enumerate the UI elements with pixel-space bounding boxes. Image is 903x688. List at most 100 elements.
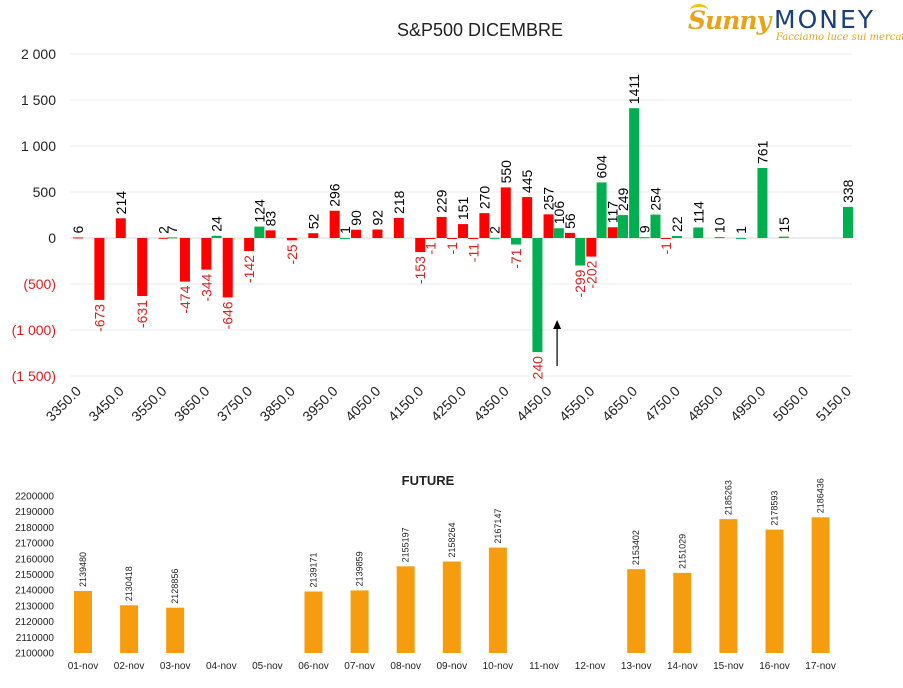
x-tick-label: 3550.0 [128, 383, 170, 425]
data-label: 2153402 [631, 530, 641, 565]
data-label: 270 [476, 186, 492, 210]
logo-brand-sunny: Sunny [688, 6, 771, 35]
future-bar [811, 517, 830, 653]
x-tick-label: 3950.0 [299, 383, 341, 425]
data-bar [543, 214, 554, 238]
chart-title: FUTURE [402, 473, 455, 488]
data-label: -25 [284, 244, 300, 264]
data-label: -631 [134, 300, 150, 328]
y-tick-label: 1 000 [21, 138, 56, 154]
data-label: 117 [605, 201, 621, 224]
data-label: 2139859 [355, 551, 365, 586]
y-tick-label: 2130000 [15, 601, 54, 612]
data-bar [201, 238, 212, 270]
data-label: 2130418 [124, 566, 134, 601]
data-label: 2128856 [170, 569, 180, 604]
data-label: 7 [164, 225, 180, 233]
x-tick-label: 17-nov [805, 661, 836, 672]
x-tick-label: 4550.0 [556, 383, 598, 425]
y-tick-label: (500) [23, 276, 56, 292]
future-bar [442, 561, 461, 653]
y-tick-label: 2100000 [15, 649, 54, 660]
x-tick-label: 4450.0 [513, 383, 555, 425]
x-tick-label: 09-nov [437, 661, 468, 672]
x-tick-label: 4950.0 [727, 383, 769, 425]
sunny-money-logo: Sunny MONEY Facciamo luce sui mercati [688, 4, 903, 44]
y-tick-label: 2190000 [15, 507, 54, 518]
y-tick-label: 2170000 [15, 539, 54, 550]
data-bar [339, 237, 350, 239]
x-tick-label: 13-nov [621, 661, 652, 672]
data-label: -142 [241, 255, 257, 283]
data-label: 257 [541, 187, 557, 211]
data-bar [639, 237, 650, 239]
y-tick-label: (1 500) [12, 368, 56, 384]
data-label: 90 [348, 210, 364, 226]
data-bar [446, 238, 457, 239]
data-label: 761 [754, 140, 770, 164]
y-tick-label: 2180000 [15, 523, 54, 534]
data-label: 83 [263, 211, 279, 227]
data-bar [329, 210, 340, 238]
future-bar [719, 519, 738, 653]
data-bar [167, 237, 178, 239]
y-tick-label: 2110000 [16, 633, 55, 644]
data-bar [596, 182, 607, 238]
future-chart: FUTURE 2100000 2110000 2120000 2130000 214000… [15, 473, 836, 672]
data-label: 604 [594, 155, 610, 179]
data-label: 2185263 [723, 480, 733, 515]
future-bar [488, 547, 507, 653]
data-bar [222, 238, 233, 298]
logo-tagline: Facciamo luce sui mercati [776, 32, 903, 43]
data-label: 6 [70, 225, 86, 233]
data-bar [244, 238, 255, 252]
x-tick-label: 3750.0 [214, 383, 256, 425]
data-label: 2158264 [447, 522, 457, 557]
y-tick-label: 2120000 [15, 617, 54, 628]
data-bar [137, 238, 148, 297]
data-bar [736, 237, 747, 239]
data-label: 240 [529, 356, 545, 380]
data-bar [607, 227, 618, 238]
y-tick-label: 2160000 [15, 554, 54, 565]
data-label: 92 [369, 210, 385, 226]
data-label: 214 [113, 191, 129, 215]
data-bar [778, 236, 789, 238]
data-bar [286, 238, 297, 241]
data-label: 1411 [626, 74, 642, 104]
data-label: 124 [251, 199, 267, 223]
x-tick-label: 4650.0 [599, 383, 641, 425]
x-tick-label: 16-nov [759, 661, 790, 672]
data-bar [671, 235, 682, 238]
data-label: -1 [658, 242, 674, 255]
data-bar [650, 214, 661, 238]
data-label: 9 [636, 225, 652, 233]
x-tick-label: 5050.0 [770, 383, 812, 425]
chart-title: S&P500 DICEMBRE [397, 20, 563, 40]
x-tick-label: 3650.0 [171, 383, 213, 425]
y-tick-label: 500 [33, 184, 57, 200]
data-bar [522, 197, 533, 238]
data-label: 1 [337, 226, 353, 234]
data-label: 10 [712, 217, 728, 233]
data-bar [372, 229, 383, 238]
data-label: 56 [562, 213, 578, 229]
data-bar [179, 238, 190, 282]
data-label: 550 [498, 160, 514, 184]
data-label: 229 [434, 189, 450, 213]
data-label: 2 [487, 226, 503, 234]
x-tick-label: 3350.0 [43, 383, 85, 425]
x-tick-label: 02-nov [114, 661, 145, 672]
sun-icon [690, 4, 708, 17]
x-tick-label: 14-nov [667, 661, 698, 672]
data-label: 151 [455, 197, 471, 221]
future-bar [350, 590, 369, 653]
future-bar [120, 605, 139, 653]
x-tick-label: 15-nov [713, 661, 744, 672]
data-bar [660, 238, 671, 239]
data-label: 249 [615, 188, 631, 212]
data-label: 2178593 [770, 491, 780, 526]
data-bar [586, 238, 597, 257]
x-tick-label: 4850.0 [684, 383, 726, 425]
data-bar [458, 224, 468, 238]
